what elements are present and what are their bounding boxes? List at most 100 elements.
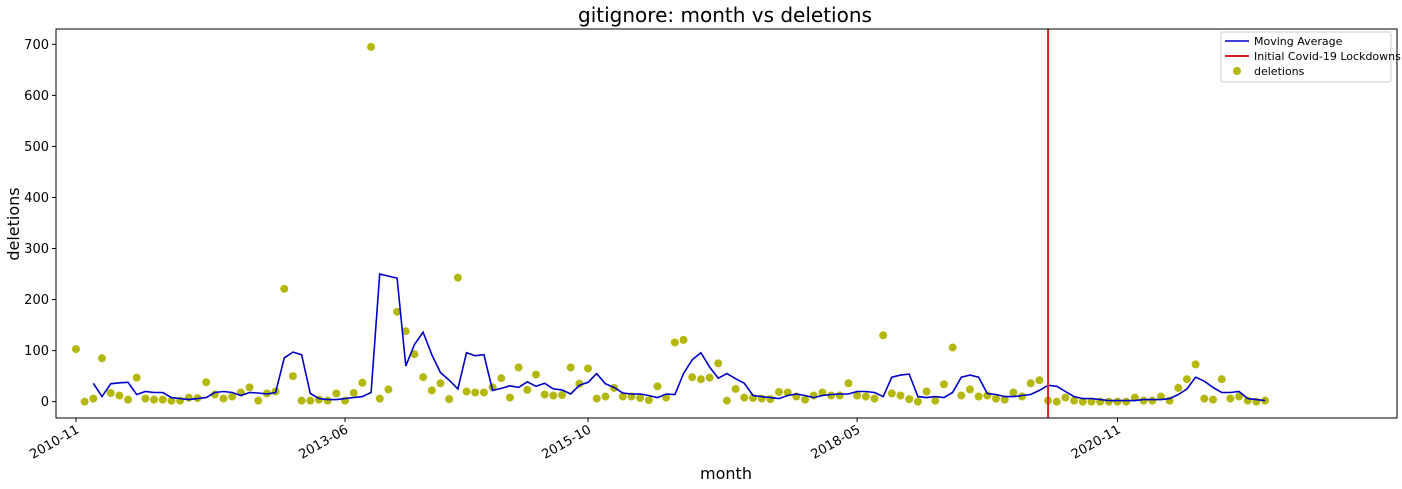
- deletions-point: [202, 378, 211, 387]
- deletions-point: [306, 396, 315, 405]
- deletions-point: [688, 373, 697, 382]
- deletions-point: [1156, 392, 1165, 401]
- deletions-point: [1035, 376, 1044, 385]
- deletions-point: [514, 363, 523, 372]
- y-tick-label: 400: [24, 191, 49, 206]
- deletions-point: [523, 385, 532, 394]
- deletions-point: [887, 389, 896, 398]
- y-tick-label: 200: [24, 293, 49, 308]
- deletions-point: [1009, 388, 1018, 397]
- y-tick-label: 0: [41, 395, 49, 410]
- deletions-point: [219, 394, 228, 403]
- x-tick-label: 2015-10: [540, 422, 595, 462]
- y-tick-label: 700: [24, 38, 49, 53]
- deletions-point: [323, 396, 332, 405]
- legend-label-moving-average: Moving Average: [1254, 35, 1343, 48]
- deletions-point: [1208, 395, 1217, 404]
- deletions-point: [471, 388, 480, 397]
- deletions-point: [939, 380, 948, 389]
- deletions-point: [1052, 397, 1061, 406]
- deletions-point: [401, 327, 410, 336]
- deletions-point: [297, 396, 306, 405]
- deletions-point: [905, 395, 914, 404]
- deletions-point: [462, 387, 471, 396]
- deletions-point: [479, 388, 488, 397]
- deletions-point: [766, 395, 775, 404]
- y-tick-label: 600: [24, 89, 49, 104]
- deletions-point: [288, 372, 297, 381]
- deletions-point: [436, 379, 445, 388]
- deletions-point: [80, 397, 89, 406]
- deletions-point: [653, 382, 662, 391]
- deletions-point: [931, 396, 940, 405]
- legend: Moving Average Initial Covid-19 Lockdown…: [1220, 31, 1401, 83]
- deletions-point: [384, 385, 393, 394]
- deletions-point: [974, 392, 983, 401]
- deletions-point: [1087, 397, 1096, 406]
- deletions-point: [531, 370, 540, 379]
- deletions-point: [280, 284, 289, 293]
- deletions-point: [540, 390, 549, 399]
- deletions-point: [948, 343, 957, 352]
- x-tick-label: 2013-06: [296, 422, 351, 462]
- deletions-point: [731, 384, 740, 393]
- deletions-point: [913, 397, 922, 406]
- deletions-point: [1139, 396, 1148, 405]
- deletions-point: [375, 394, 384, 403]
- deletions-point: [1217, 375, 1226, 384]
- deletions-point: [1174, 383, 1183, 392]
- deletions-point: [254, 396, 263, 405]
- deletions-point: [835, 391, 844, 400]
- deletions-point: [1113, 397, 1122, 406]
- deletions-point: [965, 385, 974, 394]
- deletions-point: [801, 395, 810, 404]
- deletions-point: [89, 394, 98, 403]
- deletions-point: [427, 386, 436, 395]
- deletions-point: [1026, 379, 1035, 388]
- deletions-point: [584, 364, 593, 373]
- deletions-point: [332, 389, 341, 398]
- deletions-point: [714, 359, 723, 368]
- deletions-point: [870, 394, 879, 403]
- deletions-point: [636, 394, 645, 403]
- deletions-point: [453, 273, 462, 282]
- deletions-point: [853, 391, 862, 400]
- deletions-point: [618, 392, 627, 401]
- deletions-point: [497, 374, 506, 383]
- deletions-point: [861, 392, 870, 401]
- plot-area: [71, 29, 1270, 418]
- deletions-point: [393, 307, 402, 316]
- deletions-point: [679, 335, 688, 344]
- deletions-point: [722, 396, 731, 405]
- deletions-point: [419, 373, 428, 382]
- deletions-point: [1148, 396, 1157, 405]
- deletions-point: [115, 391, 124, 400]
- deletions-point: [775, 387, 784, 396]
- moving-average-line: [92, 273, 1266, 402]
- deletions-point: [566, 363, 575, 372]
- line-layer: [92, 273, 1266, 402]
- deletions-point: [410, 350, 419, 359]
- legend-label-lockdown: Initial Covid-19 Lockdowns: [1254, 50, 1401, 63]
- deletions-point: [740, 393, 749, 402]
- y-axis-label: deletions: [4, 187, 23, 260]
- deletions-point: [1122, 397, 1131, 406]
- y-axis: 0 100 200 300 400 500 600 700: [24, 38, 56, 410]
- deletions-point: [1070, 396, 1079, 405]
- legend-label-deletions: deletions: [1254, 65, 1305, 78]
- x-axis-label: month: [700, 464, 752, 483]
- deletions-point: [696, 375, 705, 384]
- deletions-point: [1182, 375, 1191, 384]
- x-axis: 2010-11 2013-06 2015-10 2018-05 2020-11: [27, 418, 1124, 463]
- deletions-point: [827, 391, 836, 400]
- x-tick-label: 2018-05: [809, 422, 864, 462]
- x-tick-label: 2010-11: [27, 422, 82, 462]
- deletions-point: [896, 391, 905, 400]
- deletions-point: [705, 373, 714, 382]
- x-tick-label: 2020-11: [1069, 422, 1124, 462]
- deletions-point: [957, 391, 966, 400]
- legend-box: [1220, 31, 1392, 83]
- y-tick-label: 300: [24, 242, 49, 257]
- deletions-point: [1200, 394, 1209, 403]
